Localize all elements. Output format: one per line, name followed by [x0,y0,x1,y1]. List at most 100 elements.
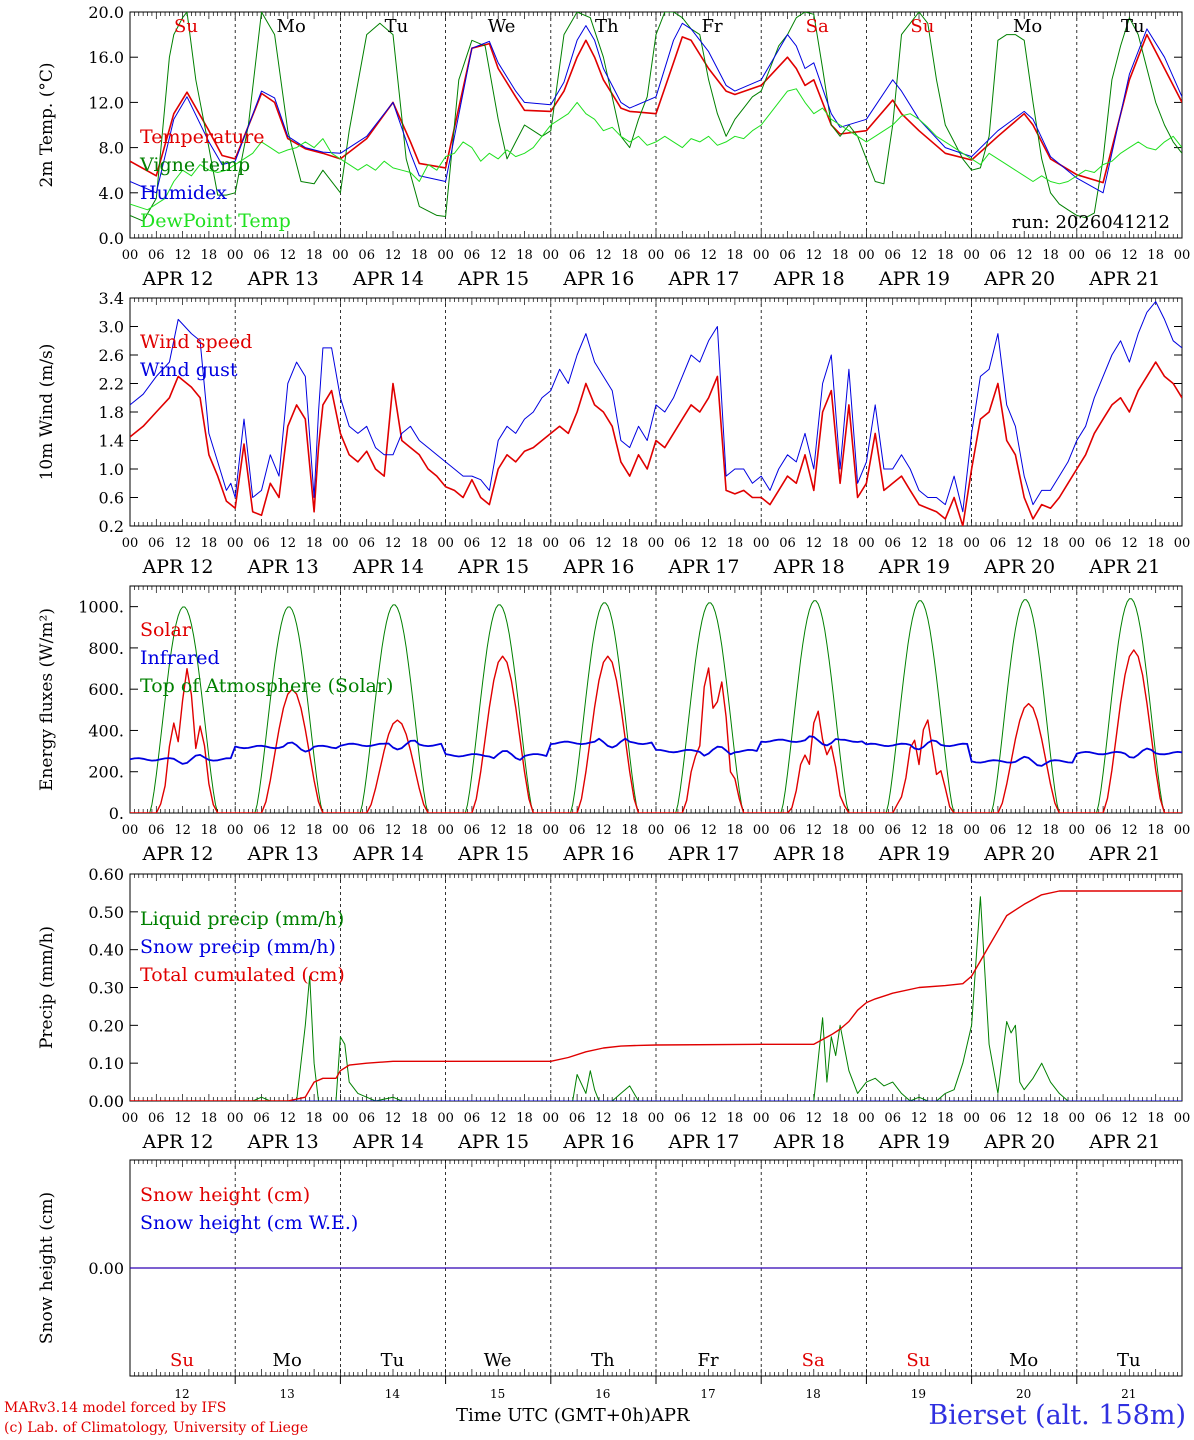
x-hour-label: 00 [963,248,980,263]
x-hour-label: 18 [727,536,744,551]
legend-entry: Snow precip (mm/h) [140,936,336,958]
legend-entry: Total cumulated (cm) [140,964,345,986]
x-hour-label: 06 [779,1111,796,1126]
wind-gust-line [130,301,1182,513]
x-hour-label: 12 [806,823,823,838]
x-date-label: APR 17 [667,268,739,290]
x-hour-label: 12 [490,248,507,263]
solar-line [971,702,1077,813]
x-date-label: APR 12 [141,268,213,290]
x-hour-label: 18 [832,536,849,551]
x-hour-label: 18 [1042,1111,1059,1126]
x-hour-label: 00 [122,823,139,838]
y-tick-label: 0.60 [88,865,124,884]
x-hour-label: 12 [1121,1111,1138,1126]
x-hour-label: 06 [1095,536,1112,551]
x-axis-title-text: Time UTC (GMT+0h) [456,1405,651,1426]
x-date-label: APR 14 [352,1131,424,1153]
x-hour-label: 18 [937,823,954,838]
x-hour-label: 06 [253,248,270,263]
x-hour-label: 18 [832,248,849,263]
x-hour-label: 18 [1147,248,1164,263]
x-hour-label: 12 [490,536,507,551]
day-number-label: 16 [595,1387,610,1401]
x-hour-label: 18 [306,248,323,263]
x-hour-label: 00 [648,536,665,551]
x-date-label: APR 12 [141,556,213,578]
toa-solar-line [130,606,236,813]
x-hour-label: 18 [727,1111,744,1126]
x-hour-label: 18 [832,823,849,838]
station-name: Bierset (alt. 158m) [928,1400,1186,1431]
x-hour-label: 18 [201,823,218,838]
legend-entry: Vigne temp [139,154,250,176]
legend-entry: Humidex [140,182,227,204]
y-axis-label: Snow height (cm) [37,1192,57,1344]
x-hour-label: 00 [437,536,454,551]
x-date-label: APR 16 [562,556,634,578]
toa-solar-line [866,600,972,813]
x-hour-label: 00 [753,1111,770,1126]
x-hour-label: 18 [1042,823,1059,838]
x-hour-label: 12 [1016,536,1033,551]
x-hour-label: 00 [858,1111,875,1126]
x-hour-label: 00 [648,823,665,838]
x-hour-label: 06 [674,1111,691,1126]
y-axis-label: Energy fluxes (W/m²) [37,608,57,791]
x-date-label: APR 14 [352,268,424,290]
weekday-label: Su [174,16,198,37]
solar-line [445,655,551,813]
x-date-label: APR 21 [1088,268,1160,290]
x-hour-label: 00 [543,823,560,838]
y-axis-label: Precip (mm/h) [37,926,57,1049]
x-date-label: APR 18 [773,843,845,865]
x-hour-label: 00 [1069,536,1086,551]
x-hour-label: 00 [1174,823,1191,838]
x-hour-label: 18 [516,248,533,263]
y-tick-label: 1.8 [99,403,124,422]
lab-credit: (c) Lab. of Climatology, University of L… [4,1420,309,1436]
x-hour-label: 18 [306,1111,323,1126]
solar-line [761,710,867,813]
y-tick-label: 1000. [78,598,124,617]
x-hour-label: 06 [464,248,481,263]
weekday-label: Th [591,1350,615,1371]
y-tick-label: 0.6 [99,489,124,508]
x-hour-label: 12 [1016,823,1033,838]
x-hour-label: 18 [937,1111,954,1126]
y-tick-label: 1.0 [99,460,124,479]
x-hour-label: 00 [122,248,139,263]
x-hour-label: 00 [227,536,244,551]
x-hour-label: 12 [806,248,823,263]
y-tick-label: 3.0 [99,318,124,337]
x-hour-label: 12 [911,536,928,551]
x-hour-label: 06 [990,823,1007,838]
x-hour-label: 06 [990,536,1007,551]
x-hour-label: 00 [1174,248,1191,263]
x-hour-label: 12 [700,248,717,263]
toa-solar-line [971,599,1077,813]
x-hour-label: 06 [358,536,375,551]
x-hour-label: 06 [884,248,901,263]
y-tick-label: 0. [109,804,124,823]
weekday-label: Mo [1009,1350,1038,1371]
x-hour-label: 18 [411,823,428,838]
x-hour-label: 06 [674,248,691,263]
x-hour-label: 12 [385,823,402,838]
x-hour-label: 00 [1069,248,1086,263]
solar-line [235,688,341,813]
model-credit: MARv3.14 model forced by IFS [4,1400,227,1416]
legend-entry: Snow height (cm W.E.) [140,1212,358,1234]
x-hour-label: 00 [648,248,665,263]
x-hour-label: 18 [727,248,744,263]
x-date-label: APR 20 [983,1131,1055,1153]
x-hour-label: 00 [858,536,875,551]
x-hour-label: 12 [280,248,297,263]
legend-entry: Solar [140,619,192,641]
x-hour-label: 12 [1121,536,1138,551]
x-hour-label: 00 [753,536,770,551]
weekday-label: Tu [385,16,409,37]
legend-entry: Temperature [140,126,264,148]
x-date-label: APR 21 [1088,556,1160,578]
